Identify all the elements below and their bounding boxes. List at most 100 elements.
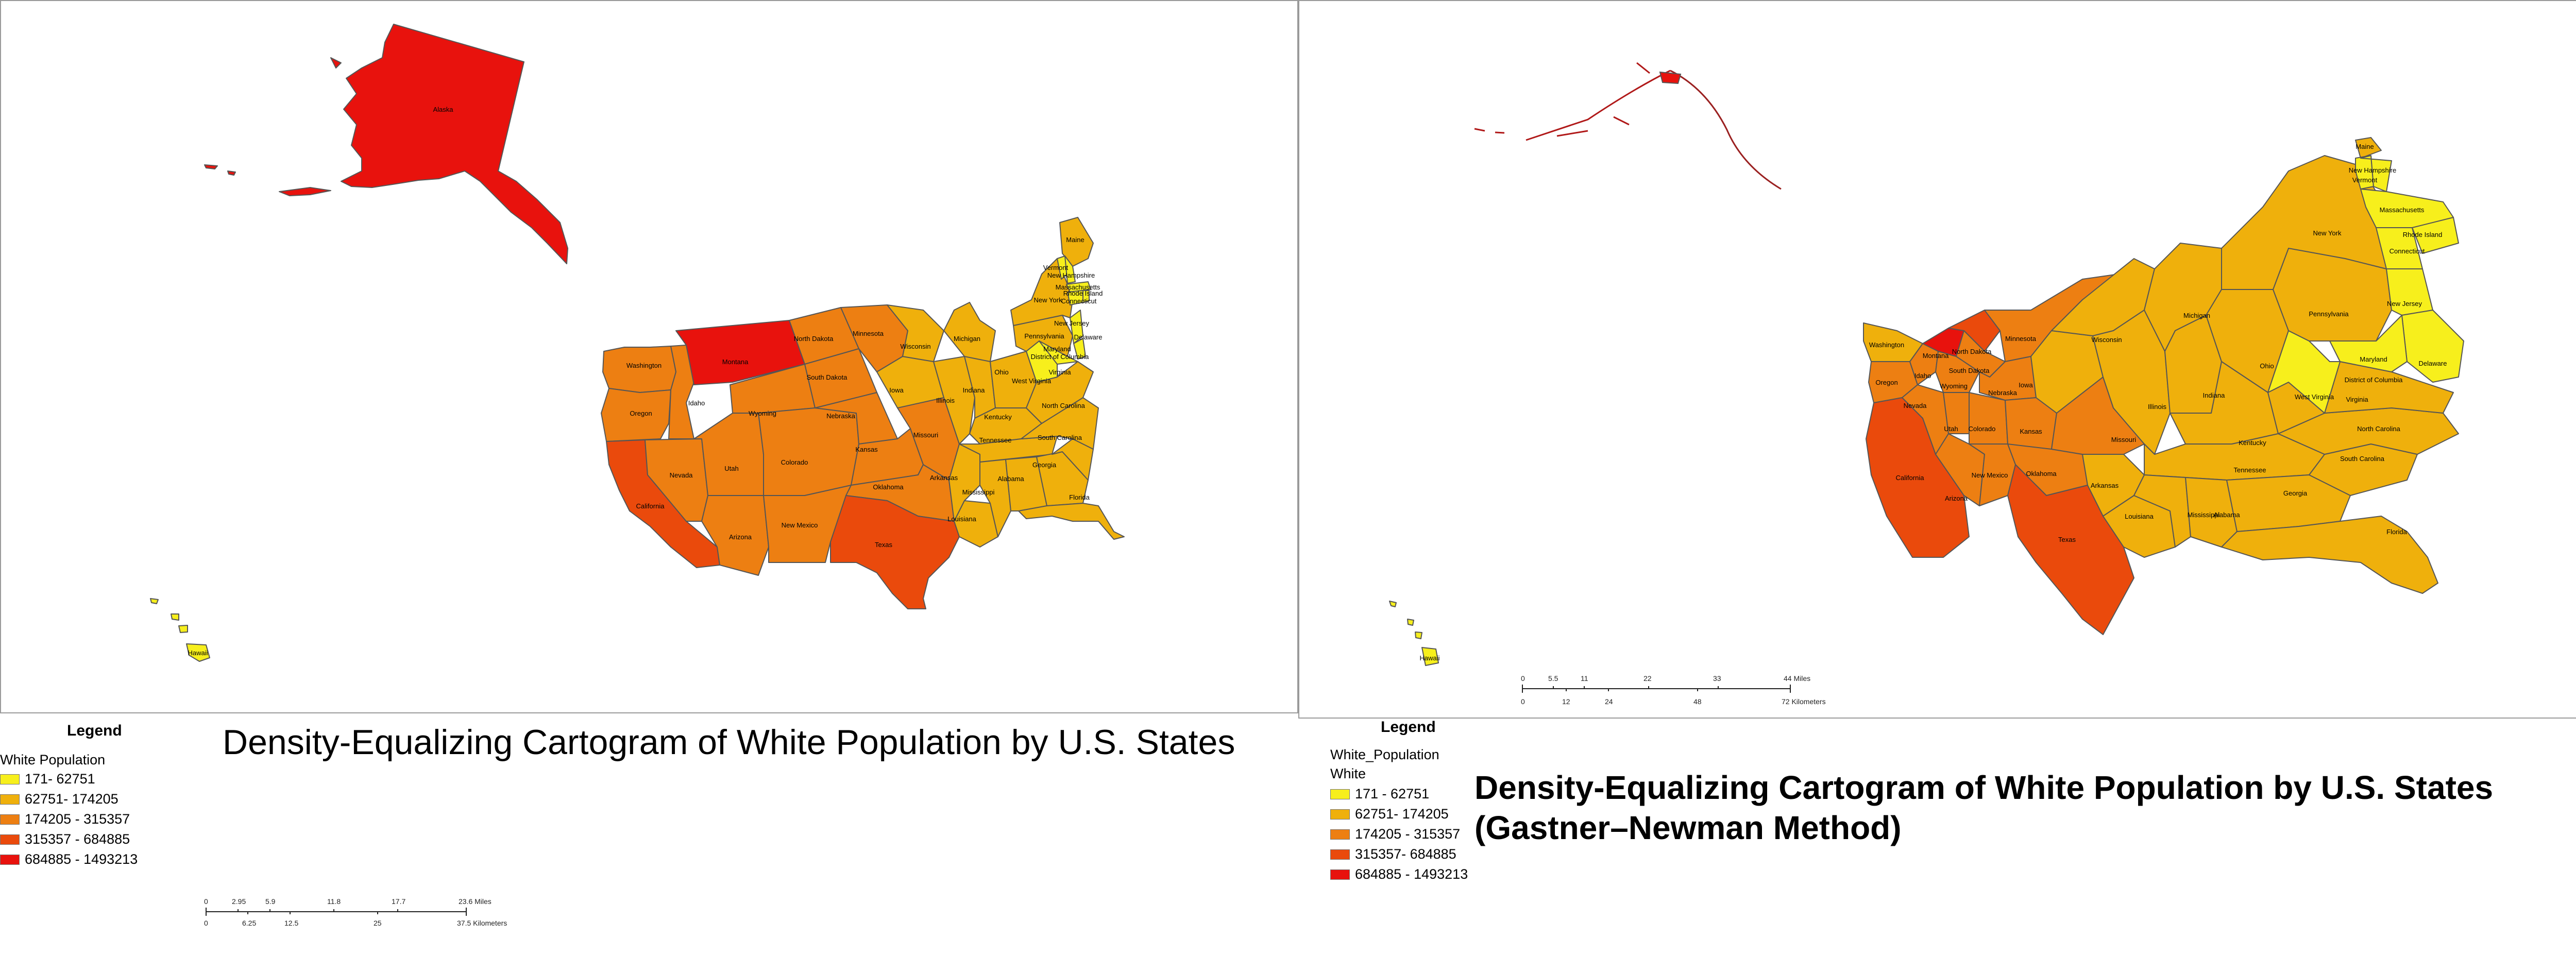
label-rhode-island: Rhode Island [2403, 231, 2443, 238]
state-hawaii [186, 643, 210, 662]
label-texas: Texas [875, 541, 892, 549]
legend-swatch [1330, 829, 1350, 840]
state-new-jersey [1070, 310, 1083, 344]
label-virginia: Virginia [1048, 368, 1071, 376]
legend-label: 171- 62751 [25, 771, 95, 787]
label-maryland: Maryland [1043, 345, 1071, 353]
label-kansas: Kansas [855, 446, 878, 453]
label-california: California [1896, 474, 1925, 482]
label-tennessee: Tennessee [2234, 466, 2266, 474]
state-new-hampshire [2360, 155, 2392, 192]
right-legend-item-2: 62751- 174205 [1330, 806, 1449, 822]
label-north-dakota: North Dakota [794, 335, 834, 343]
label-north-carolina: North Carolina [2357, 425, 2401, 433]
legend-label: 174205 - 315357 [1355, 826, 1461, 842]
left-legend-item-2: 62751- 174205 [0, 791, 118, 807]
legend-label: 171 - 62751 [1355, 786, 1430, 801]
label-mississippi: Mississippi [2188, 511, 2220, 519]
right-scale-bar: 0 5.5 11 22 33 44 Miles 0 12 24 48 72 Ki… [1521, 674, 1826, 706]
right-legend-item-1: 171 - 62751 [1330, 786, 1429, 802]
left-scale-bar: 0 2.95 5.9 11.8 17.7 23.6 Miles 0 6.25 1… [204, 897, 507, 927]
scale-km-4: 37.5 Kilometers [457, 919, 507, 927]
state-maryland [2329, 315, 2408, 372]
legend-label: 684885 - 1493213 [1355, 866, 1468, 882]
label-indiana: Indiana [2203, 391, 2225, 399]
scale-mi-0: 0 [204, 897, 208, 906]
legend-swatch [1330, 789, 1350, 799]
legend-swatch [1330, 809, 1350, 820]
label-indiana: Indiana [963, 386, 985, 394]
state-oregon [601, 388, 671, 442]
state-colorado [758, 407, 859, 496]
scale-mi-1: 2.95 [232, 897, 246, 906]
label-minnesota: Minnesota [2005, 335, 2037, 343]
label-new-york: New York [1034, 296, 1062, 304]
right-map-title: Density-Equalizing Cartogram of White Po… [1475, 767, 2493, 848]
right-map-title-line1: Density-Equalizing Cartogram of White Po… [1475, 769, 2494, 806]
state-alaska [341, 24, 568, 264]
legend-label: 174205 - 315357 [25, 811, 130, 827]
scale-km-1: 6.25 [242, 919, 256, 927]
label-massachusetts: Massachusetts [2380, 206, 2425, 214]
legend-swatch [0, 854, 20, 865]
left-map: Alaska Hawaii Washington Oregon Californ… [150, 24, 1125, 662]
right-map: Hawaii Washington Oregon California Neva… [1389, 62, 2464, 666]
state-new-mexico [763, 485, 852, 563]
label-south-carolina: South Carolina [1038, 434, 1082, 441]
label-washington: Washington [626, 362, 662, 369]
right-legend-subfield: White [1330, 766, 1366, 781]
state-delaware [2401, 310, 2464, 383]
label-tennessee: Tennessee [979, 436, 1012, 444]
legend-label: 62751- 174205 [1355, 806, 1449, 822]
label-oklahoma: Oklahoma [2026, 470, 2057, 477]
state-maine [1059, 217, 1094, 267]
label-connecticut: Connecticut [2389, 247, 2425, 255]
scale-km-0: 0 [1521, 697, 1525, 706]
state-virginia [1026, 361, 1094, 424]
label-iowa: Iowa [889, 386, 904, 394]
state-rhode-island [1082, 290, 1090, 303]
label-dc: District of Columbia [2345, 376, 2403, 384]
legend-swatch [1330, 869, 1350, 880]
label-idaho: Idaho [688, 399, 705, 407]
legend-label: 315357- 684885 [1355, 846, 1456, 862]
label-arkansas: Arkansas [2091, 482, 2119, 489]
state-north-carolina [1021, 397, 1099, 450]
label-missouri: Missouri [2111, 436, 2137, 443]
label-ohio: Ohio [2260, 362, 2274, 370]
state-rhode-island [2412, 217, 2459, 254]
label-minnesota: Minnesota [853, 330, 884, 337]
left-map-title: Density-Equalizing Cartogram of White Po… [223, 723, 1235, 762]
label-vermont: Vermont [2352, 176, 2378, 184]
label-utah: Utah [1944, 425, 1958, 433]
state-delaware [1073, 338, 1086, 360]
label-wyoming: Wyoming [749, 409, 776, 417]
scale-mi-2: 11 [1581, 674, 1588, 682]
scale-km-3: 25 [374, 919, 382, 927]
label-florida: Florida [2386, 528, 2408, 536]
left-legend-title: Legend [67, 722, 122, 739]
label-north-carolina: North Carolina [1042, 402, 1086, 409]
label-delaware: Delaware [1074, 333, 1103, 341]
legend-swatch [0, 794, 20, 805]
state-alaska-islands [204, 57, 342, 196]
label-nebraska: Nebraska [826, 412, 855, 420]
state-florida [1018, 503, 1125, 540]
scale-km-4: 72 Kilometers [1782, 697, 1826, 706]
label-ohio: Ohio [994, 368, 1008, 376]
scale-km-3: 48 [1693, 697, 1702, 706]
state-maryland [1039, 340, 1078, 365]
left-legend-item-3: 174205 - 315357 [0, 811, 130, 827]
label-hawaii: Hawaii [1419, 654, 1439, 662]
state-washington [602, 346, 676, 393]
label-missouri: Missouri [913, 431, 939, 439]
label-arizona: Arizona [1945, 494, 1968, 502]
legend-swatch [0, 814, 20, 825]
legend-swatch [1330, 849, 1350, 860]
label-alaska: Alaska [433, 106, 453, 113]
state-texas [830, 495, 960, 609]
legend-label: 315357 - 684885 [25, 831, 130, 847]
label-michigan: Michigan [2183, 312, 2210, 319]
label-new-mexico: New Mexico [1972, 471, 2008, 479]
scale-mi-5: 44 Miles [1784, 674, 1810, 682]
